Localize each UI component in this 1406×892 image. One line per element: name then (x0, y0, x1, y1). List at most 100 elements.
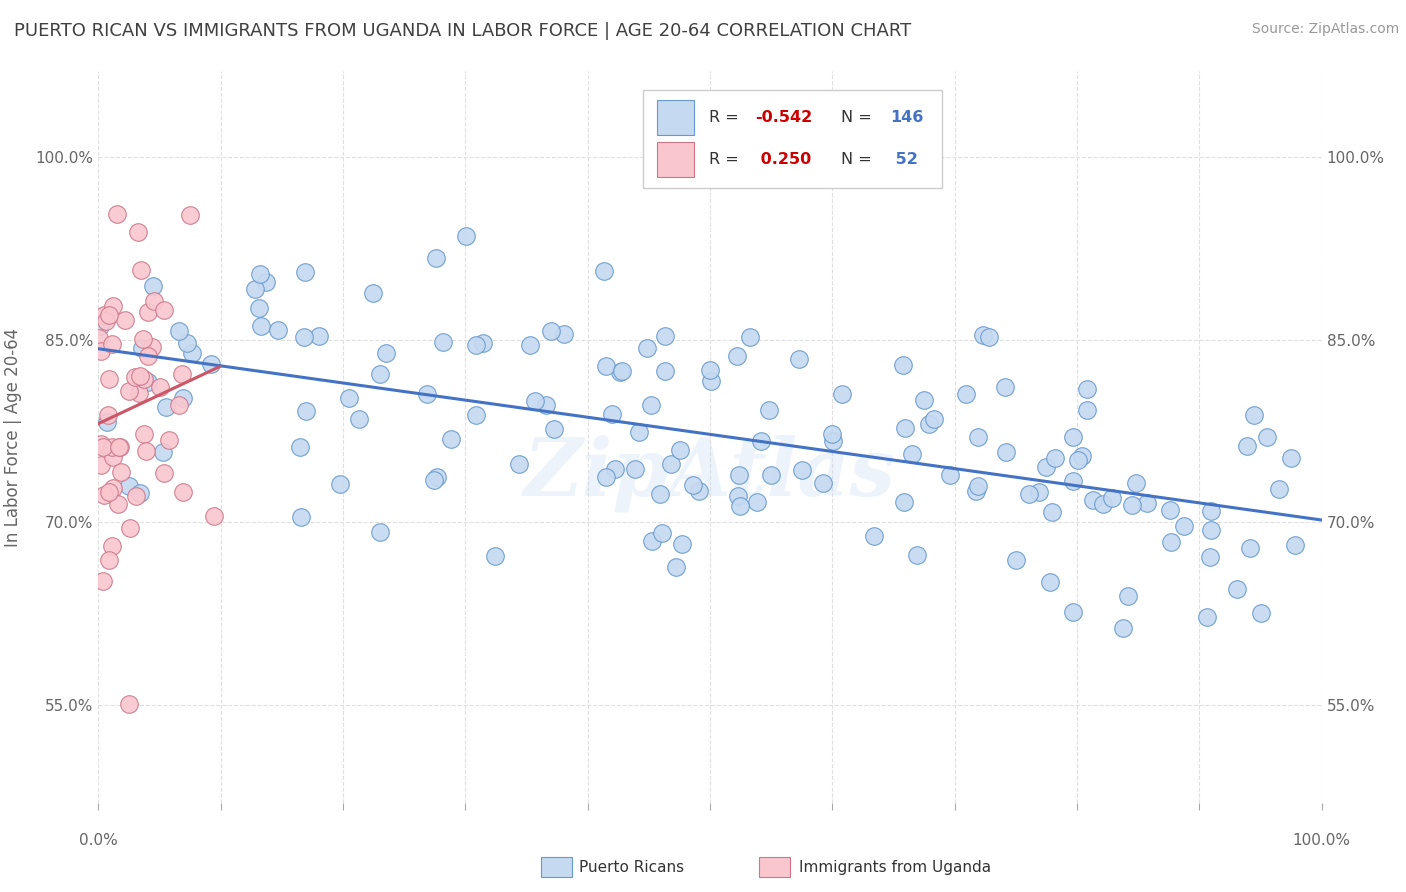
Point (136, 349, 159, 363)
Point (153, 302, 176, 317)
Point (955, 386, 977, 401)
Point (1039, 575, 1062, 590)
Point (790, 463, 813, 477)
Point (103, 299, 125, 313)
Point (1125, 475, 1147, 490)
Point (972, 328, 994, 343)
Point (368, 524, 391, 539)
Point (132, 427, 155, 442)
Text: Puerto Ricans: Puerto Ricans (579, 860, 685, 874)
Point (101, 450, 124, 464)
Point (1005, 553, 1028, 567)
Point (1045, 451, 1067, 466)
Point (471, 336, 494, 351)
Point (891, 358, 914, 372)
Point (89, 331, 111, 345)
Point (1250, 606, 1272, 620)
Point (200, 357, 222, 371)
Point (101, 481, 124, 495)
Point (534, 398, 557, 412)
Point (623, 461, 645, 475)
Point (727, 467, 749, 482)
Point (627, 425, 650, 439)
Point (1284, 538, 1306, 552)
Point (1256, 430, 1278, 444)
Point (1279, 450, 1302, 465)
Point (292, 330, 315, 344)
Point (96, 415, 118, 429)
Point (901, 447, 924, 461)
Point (758, 402, 780, 417)
Text: 100.0%: 100.0% (1292, 833, 1351, 848)
Text: 146: 146 (890, 110, 924, 125)
Point (654, 364, 676, 378)
Point (918, 417, 941, 431)
Point (1062, 430, 1084, 444)
Point (609, 365, 631, 379)
Point (93, 488, 115, 502)
Point (465, 337, 488, 351)
Text: 0.0%: 0.0% (79, 833, 118, 848)
Point (142, 279, 165, 293)
Point (651, 526, 673, 541)
Bar (643, 89, 942, 188)
Point (90, 436, 112, 450)
Point (1035, 460, 1057, 475)
Point (141, 340, 163, 354)
Point (423, 473, 446, 487)
Point (1243, 409, 1265, 423)
Point (602, 407, 624, 421)
Point (124, 369, 146, 384)
Point (553, 327, 575, 342)
Point (524, 394, 547, 409)
Point (508, 457, 530, 471)
Point (603, 462, 626, 476)
Point (1076, 402, 1098, 417)
Point (94, 314, 117, 328)
Point (1062, 474, 1084, 488)
Point (595, 359, 617, 373)
Point (967, 430, 990, 444)
Point (440, 433, 463, 447)
Point (1018, 486, 1040, 500)
Point (1062, 605, 1084, 619)
Text: ZipAtlas: ZipAtlas (524, 435, 896, 512)
Point (922, 412, 945, 426)
Point (1121, 499, 1143, 513)
Point (967, 479, 990, 493)
Point (337, 391, 360, 405)
Point (543, 421, 565, 435)
Text: 52: 52 (890, 152, 918, 167)
Point (368, 368, 391, 382)
Point (349, 411, 371, 425)
Point (821, 426, 844, 441)
Point (688, 484, 710, 499)
Point (727, 489, 749, 503)
Point (1197, 610, 1219, 624)
Point (1226, 582, 1249, 597)
Point (939, 467, 962, 482)
Point (179, 208, 201, 222)
Point (863, 529, 886, 543)
Point (641, 533, 664, 548)
Point (432, 335, 454, 350)
Point (592, 264, 614, 278)
Point (1112, 621, 1135, 635)
Point (912, 393, 935, 408)
Point (118, 521, 141, 535)
Point (110, 465, 132, 479)
Text: R =: R = (709, 110, 744, 125)
Point (540, 324, 562, 338)
Point (93, 440, 115, 454)
Point (100, 540, 122, 554)
Point (1160, 535, 1182, 549)
Point (93, 574, 115, 589)
Point (129, 263, 152, 277)
Point (361, 285, 384, 300)
Point (1091, 497, 1114, 511)
Point (699, 362, 721, 376)
Point (98, 553, 121, 567)
Bar (658, 142, 695, 177)
Point (89, 319, 111, 334)
Point (108, 441, 131, 455)
